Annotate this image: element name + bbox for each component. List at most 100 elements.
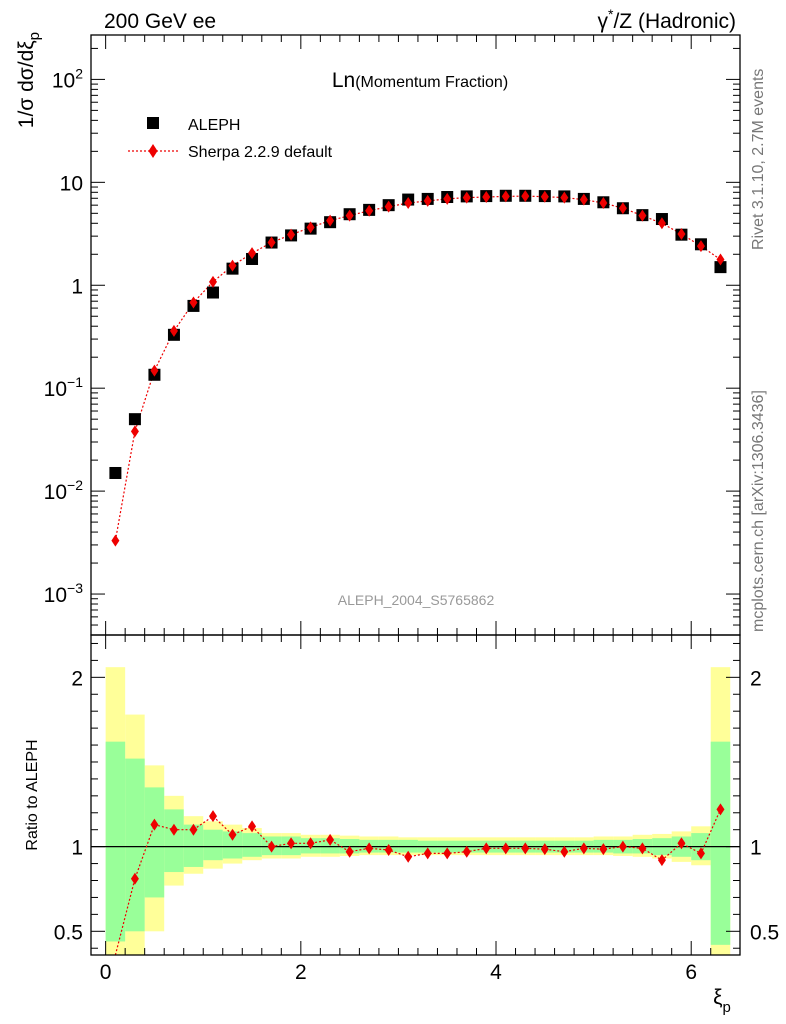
main-axis-ticks: 10−3 10−2 10−1 1 10 102	[44, 35, 740, 636]
mc-point	[208, 275, 217, 288]
mc-point	[345, 209, 354, 222]
mc-point	[228, 259, 237, 272]
ratio-mc-point	[208, 810, 217, 823]
mc-point	[130, 425, 139, 438]
main-y-tick-label: 10−1	[44, 374, 84, 401]
mc-point	[696, 240, 705, 253]
band-inner-bin	[710, 741, 731, 945]
header-right-label: γ*/Z (Hadronic)	[598, 6, 736, 33]
data-markers	[109, 189, 727, 479]
mc-point	[560, 191, 569, 204]
ratio-mc-point	[345, 845, 354, 858]
ratio-mc-point	[169, 823, 178, 836]
data-point	[206, 286, 219, 299]
mc-point	[306, 221, 315, 234]
mc-point	[169, 324, 178, 337]
ratio-mc-point	[501, 842, 510, 855]
ratio-mc-point	[618, 840, 627, 853]
ratio-y-tick-label-right: 2	[750, 667, 762, 690]
ratio-mc-point	[716, 803, 725, 816]
data-point	[128, 413, 141, 426]
ratio-mc-point	[404, 850, 413, 863]
band-inner-bin	[144, 787, 165, 898]
ratio-mc-point	[657, 854, 666, 867]
mc-line	[114, 195, 721, 541]
data-point	[714, 261, 727, 274]
mc-point	[384, 200, 393, 213]
mc-point	[111, 534, 120, 547]
ratio-mc-point	[443, 847, 452, 860]
ratio-y-axis-label: Ratio to ALEPH	[24, 739, 41, 850]
main-panel: 10−3 10−2 10−1 1 10 102 Ln(Momentum Fraction)…	[15, 32, 741, 636]
main-y-tick-label: 10−2	[44, 477, 84, 504]
legend: ALEPH Sherpa 2.2.9 default	[128, 117, 333, 161]
ratio-mc-point	[130, 872, 139, 885]
x-tick-label: 0	[100, 961, 112, 984]
mc-point	[716, 253, 725, 266]
mc-point	[287, 228, 296, 241]
ratio-y-tick-label: 0.5	[54, 921, 83, 944]
watermark-label: ALEPH_2004_S5765862	[338, 592, 495, 608]
ratio-mc-point	[287, 837, 296, 850]
ratio-mc-markers	[130, 803, 725, 885]
band-inner-bin	[125, 758, 145, 932]
mc-point	[189, 296, 198, 309]
mc-point	[677, 227, 686, 240]
ratio-mc-point	[482, 842, 491, 855]
mc-point	[267, 236, 276, 249]
band-inner-bin	[183, 824, 204, 867]
mc-point	[326, 214, 335, 227]
ratio-mc-point	[638, 842, 647, 855]
mc-point	[365, 204, 374, 217]
ratio-mc-point	[365, 842, 374, 855]
ratio-mc-point	[599, 843, 608, 856]
ratio-uncertainty-bands	[105, 667, 731, 955]
rivet-version-label: Rivet 3.1.10, 2.7M events	[750, 69, 767, 250]
legend-mc-label: Sherpa 2.2.9 default	[188, 144, 333, 161]
main-y-tick-label: 1	[71, 275, 83, 298]
ratio-mc-point	[677, 837, 686, 850]
x-tick-label: 4	[490, 961, 502, 984]
x-tick-label: 6	[685, 961, 697, 984]
main-y-tick-label: 102	[52, 65, 83, 92]
mc-point	[618, 202, 627, 215]
mc-point	[540, 190, 549, 203]
main-y-axis-label: 1/σ dσ/dξp	[15, 32, 43, 128]
mc-point	[443, 192, 452, 205]
ratio-mc-point	[462, 845, 471, 858]
mc-point	[404, 196, 413, 209]
ratio-panel: 0.5 0.5 1 1 2 2 0 2 4 6 Ratio to ALEPH ξp	[24, 634, 779, 1016]
x-tick-label: 2	[295, 961, 307, 984]
ratio-y-tick-label: 1	[71, 837, 83, 860]
mc-point	[482, 191, 491, 204]
ratio-mc-line	[114, 809, 722, 956]
ratio-mc-point	[306, 837, 315, 850]
ratio-frame	[90, 634, 741, 956]
ratio-mc-point	[696, 847, 705, 860]
mc-point	[657, 217, 666, 230]
plot-title: Ln(Momentum Fraction)	[332, 69, 508, 92]
ratio-y-tick-label-right: 1	[750, 837, 762, 860]
band-inner-bin	[164, 809, 184, 873]
legend-mc-marker	[148, 144, 158, 158]
mcplots-label: mcplots.cern.ch [arXiv:1306.3436]	[750, 390, 767, 632]
x-axis-label: ξp	[713, 986, 731, 1016]
band-inner-bin	[242, 833, 262, 857]
ratio-mc-point	[521, 842, 530, 855]
mc-markers	[111, 190, 725, 547]
ratio-mc-point	[248, 820, 257, 833]
mc-point	[462, 191, 471, 204]
band-inner-bin	[105, 741, 126, 942]
ratio-mc-curve	[114, 809, 722, 956]
ratio-mc-point	[150, 818, 159, 831]
ratio-mc-point	[267, 840, 276, 853]
mc-point	[638, 209, 647, 222]
ratio-mc-point	[579, 842, 588, 855]
ratio-mc-point	[423, 847, 432, 860]
data-point	[109, 466, 122, 479]
mc-point	[599, 196, 608, 209]
mc-point	[521, 190, 530, 203]
mc-point	[248, 247, 257, 260]
ratio-mc-point	[384, 844, 393, 857]
